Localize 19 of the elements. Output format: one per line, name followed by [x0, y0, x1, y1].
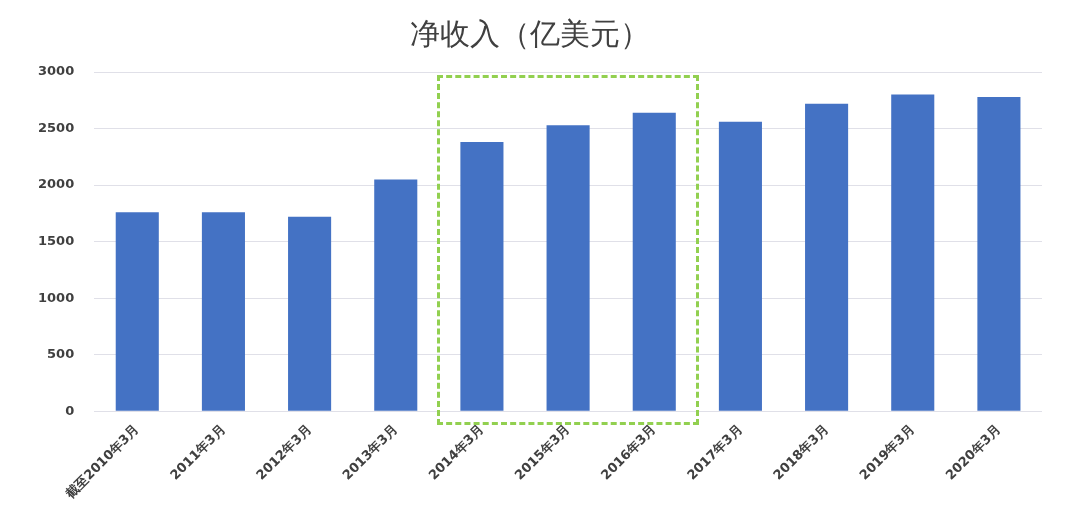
bar	[718, 121, 762, 411]
bar	[201, 212, 245, 411]
y-tick-label: 500	[47, 346, 75, 362]
bar	[374, 179, 418, 411]
bar	[460, 142, 504, 411]
bar	[977, 96, 1021, 411]
bar	[115, 212, 159, 411]
y-tick-label: 2500	[37, 119, 75, 135]
bar	[546, 125, 590, 411]
bar	[805, 103, 849, 411]
y-tick-label: 1500	[37, 232, 75, 248]
bar	[288, 216, 332, 411]
y-tick-label: 2000	[37, 176, 75, 192]
y-tick-label: 0	[65, 402, 75, 418]
chart-title: 净收入（亿美元）	[410, 15, 650, 51]
y-tick-label: 1000	[37, 289, 75, 305]
bar	[891, 94, 935, 411]
bar	[632, 112, 676, 411]
y-tick-label: 3000	[37, 63, 75, 79]
